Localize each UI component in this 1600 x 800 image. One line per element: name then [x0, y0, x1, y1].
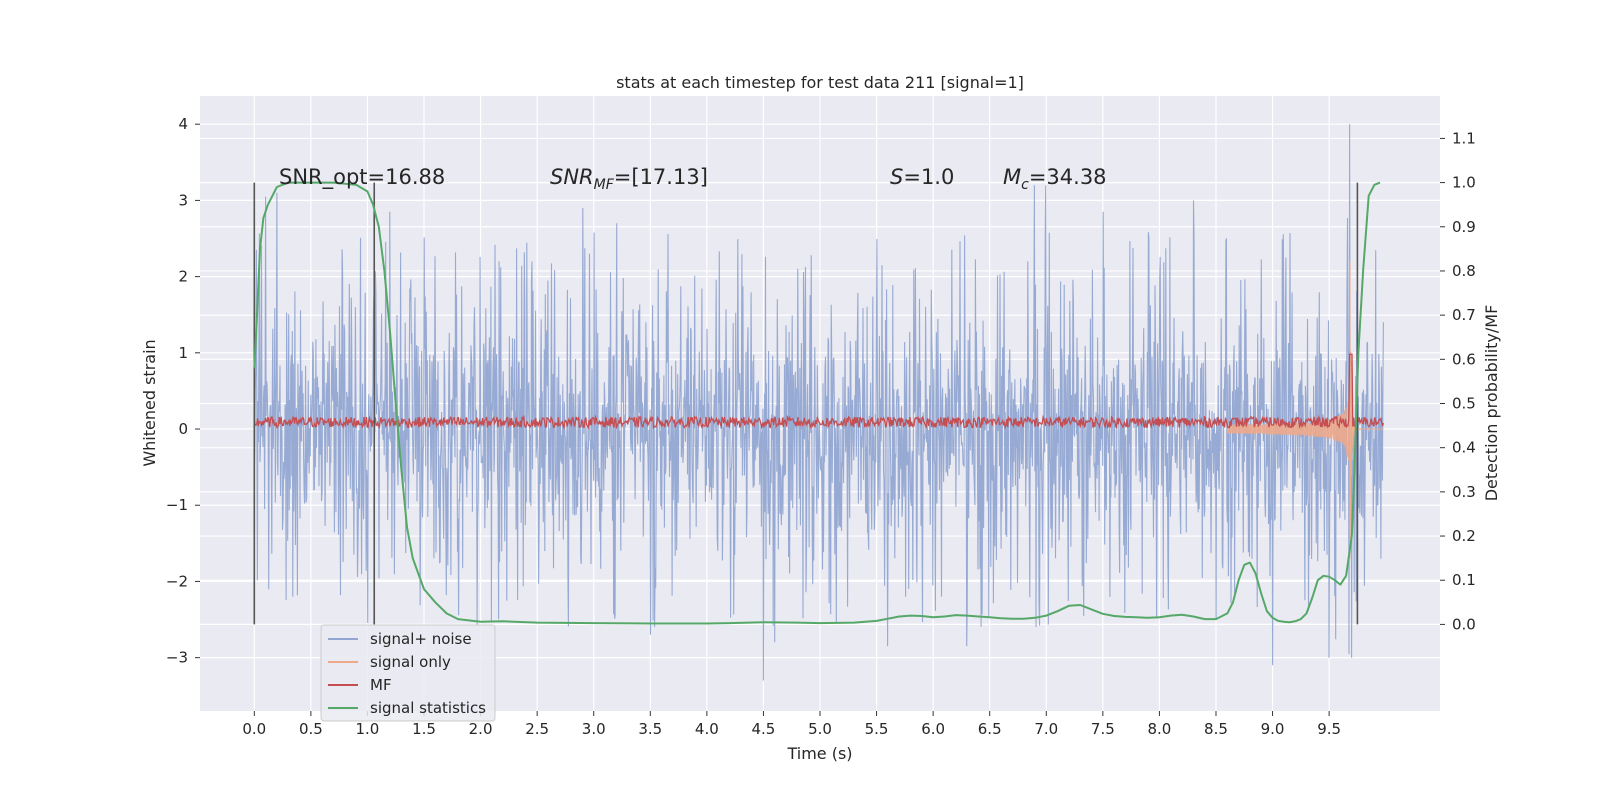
y2-tick-label: 0.3: [1452, 483, 1476, 501]
y2-tick-label: 0.1: [1452, 571, 1476, 589]
legend-label-signal-statistics: signal statistics: [370, 699, 486, 717]
x-tick-label: 5.0: [808, 720, 832, 738]
x-tick-label: 6.5: [978, 720, 1002, 738]
y-tick-label: 2: [178, 268, 188, 286]
series-mf: [253, 353, 1385, 430]
x-tick-label: 4.0: [695, 720, 719, 738]
x-tick-label: 1.0: [356, 720, 380, 738]
x-tick-label: 0.0: [242, 720, 266, 738]
x-tick-label: 1.5: [412, 720, 436, 738]
y2-tick-label: 0.8: [1452, 262, 1476, 280]
annotation-snr-opt: SNR_opt=16.88: [279, 165, 445, 190]
x-tick-label: 3.0: [582, 720, 606, 738]
series-signal-statistics: [253, 181, 1381, 625]
x-tick-label: 2.0: [469, 720, 493, 738]
s-value: =1.0: [903, 165, 954, 189]
y2-tick-label: 0.4: [1452, 439, 1476, 457]
x-tick-label: 3.5: [638, 720, 662, 738]
x-tick-label: 8.5: [1204, 720, 1228, 738]
x-tick-label: 6.0: [921, 720, 945, 738]
x-tick-label: 5.5: [865, 720, 889, 738]
x-tick-label: 9.0: [1261, 720, 1285, 738]
annotation-s: S=1.0: [890, 165, 954, 189]
legend-label-mf: MF: [370, 676, 392, 694]
s-symbol: S: [890, 165, 903, 189]
annotations: SNR_opt=16.88 SNRMF=[17.13] S=1.0 Mc=34.…: [279, 165, 1107, 193]
x-tick-label: 4.5: [752, 720, 776, 738]
x-tick-label: 7.0: [1034, 720, 1058, 738]
y-tick-label: 4: [178, 115, 188, 133]
y-tick-label: −1: [166, 496, 188, 514]
y2-tick-label: 1.1: [1452, 129, 1476, 147]
annotation-mc: Mc=34.38: [1003, 165, 1107, 193]
mc-subscript: c: [1021, 177, 1029, 193]
x-axis-label: Time (s): [786, 744, 852, 763]
axes: 0.0 0.5 1.0 1.5 2.0 2.5 3.0 3.5 4.0 4.5 5.0 5.5 6.0 6…: [166, 115, 1476, 738]
y2-tick-label: 0.9: [1452, 218, 1476, 236]
legend-label-signal-only: signal only: [370, 653, 451, 671]
x-tick-label: 8.0: [1147, 720, 1171, 738]
y-tick-label: −3: [166, 649, 188, 667]
legend-label-signal-noise: signal+ noise: [370, 630, 472, 648]
chart-title: stats at each timestep for test data 211…: [616, 73, 1024, 92]
mc-value: =34.38: [1029, 165, 1107, 189]
snr-mf-subscript: MF: [594, 177, 615, 193]
snr-mf-symbol: SNR: [550, 165, 594, 189]
y2-tick-label: 0.2: [1452, 527, 1476, 545]
y2-tick-label: 1.0: [1452, 174, 1476, 192]
y-tick-label: 3: [178, 191, 188, 209]
y-tick-label: −2: [166, 572, 188, 590]
x-tick-label: 7.5: [1091, 720, 1115, 738]
plot-area: [253, 124, 1385, 681]
y2-tick-label: 0.0: [1452, 615, 1476, 633]
snr-mf-value: =[17.13]: [614, 165, 708, 189]
y-axis-label: Whitened strain: [140, 339, 159, 466]
legend: signal+ noise signal only MF signal stat…: [320, 624, 496, 722]
y2-tick-label: 0.7: [1452, 306, 1476, 324]
legend-box: [320, 624, 496, 722]
y2-tick-label: 0.6: [1452, 350, 1476, 368]
y2-tick-label: 0.5: [1452, 395, 1476, 413]
y-tick-label: 0: [178, 420, 188, 438]
x-tick-label: 2.5: [525, 720, 549, 738]
annotation-snr-mf: SNRMF=[17.13]: [550, 165, 708, 193]
y-tick-label: 1: [178, 344, 188, 362]
x-tick-label: 0.5: [299, 720, 323, 738]
mc-symbol: M: [1003, 165, 1021, 189]
x-tick-label: 9.5: [1317, 720, 1341, 738]
y2-axis-label: Detection probability/MF: [1482, 305, 1501, 502]
